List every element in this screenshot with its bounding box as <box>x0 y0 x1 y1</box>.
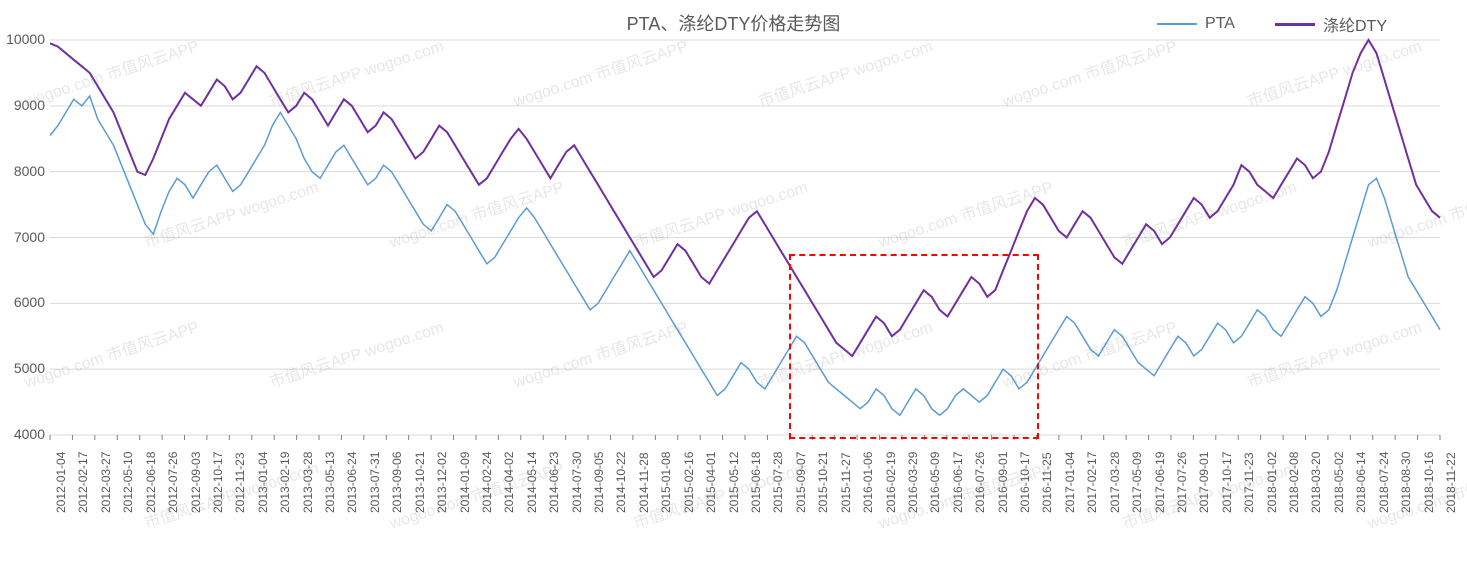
x-tick-label: 2016-02-19 <box>884 452 898 513</box>
x-tick-label: 2014-06-23 <box>547 452 561 513</box>
x-tick-label: 2016-06-17 <box>951 452 965 513</box>
x-tick-label: 2012-07-26 <box>166 452 180 513</box>
x-tick-label: 2014-02-24 <box>480 452 494 513</box>
x-tick-label: 2014-01-09 <box>458 452 472 513</box>
x-tick-label: 2012-01-04 <box>54 452 68 513</box>
x-tick-label: 2015-06-18 <box>749 452 763 513</box>
x-tick-label: 2013-05-13 <box>323 452 337 513</box>
x-tick-label: 2017-02-17 <box>1085 452 1099 513</box>
x-tick-label: 2015-04-01 <box>704 452 718 513</box>
x-tick-label: 2015-07-28 <box>771 452 785 513</box>
chart-container: PTA、涤纶DTY价格走势图 PTA 涤纶DTY 400050006000700… <box>0 0 1467 562</box>
x-tick-label: 2015-05-12 <box>727 452 741 513</box>
x-tick-label: 2018-11-22 <box>1444 453 1458 514</box>
x-tick-label: 2017-11-23 <box>1242 453 1256 514</box>
x-tick-label: 2016-03-29 <box>906 452 920 513</box>
x-tick-label: 2012-09-03 <box>189 452 203 513</box>
x-tick-label: 2013-10-21 <box>413 452 427 513</box>
x-tick-label: 2012-05-10 <box>121 452 135 513</box>
x-tick-label: 2014-10-22 <box>614 452 628 513</box>
x-tick-label: 2016-10-17 <box>1018 452 1032 513</box>
x-tick-label: 2017-03-28 <box>1108 452 1122 513</box>
x-tick-label: 2018-03-20 <box>1309 452 1323 513</box>
x-tick-label: 2015-01-08 <box>659 452 673 513</box>
x-tick-label: 2018-06-14 <box>1354 452 1368 513</box>
x-tick-label: 2014-05-14 <box>525 452 539 513</box>
y-tick-label: 10000 <box>5 31 45 47</box>
x-tick-label: 2018-05-02 <box>1332 452 1346 513</box>
x-tick-label: 2012-02-17 <box>76 452 90 513</box>
x-tick-label: 2013-09-06 <box>390 452 404 513</box>
x-tick-label: 2015-02-16 <box>682 452 696 513</box>
x-tick-label: 2012-10-17 <box>211 452 225 513</box>
x-tick-label: 2016-05-09 <box>928 452 942 513</box>
x-tick-label: 2015-11-27 <box>839 453 853 514</box>
x-tick-label: 2018-01-02 <box>1265 452 1279 513</box>
x-tick-label: 2017-10-17 <box>1220 452 1234 513</box>
x-tick-label: 2015-09-07 <box>794 452 808 513</box>
y-tick-label: 5000 <box>5 360 45 376</box>
x-tick-label: 2013-06-24 <box>345 452 359 513</box>
x-tick-label: 2018-08-30 <box>1399 452 1413 513</box>
x-tick-label: 2015-10-21 <box>816 452 830 513</box>
x-tick-label: 2012-11-23 <box>233 453 247 514</box>
x-tick-label: 2018-10-16 <box>1422 452 1436 513</box>
x-tick-label: 2017-05-09 <box>1130 452 1144 513</box>
x-tick-label: 2012-03-27 <box>99 452 113 513</box>
x-tick-label: 2014-11-28 <box>637 453 651 514</box>
y-tick-label: 6000 <box>5 294 45 310</box>
y-tick-label: 7000 <box>5 229 45 245</box>
x-tick-label: 2013-12-02 <box>435 452 449 513</box>
x-tick-label: 2014-04-02 <box>502 452 516 513</box>
x-tick-label: 2018-02-08 <box>1287 452 1301 513</box>
x-tick-label: 2016-11-25 <box>1040 453 1054 514</box>
series-line <box>50 40 1440 356</box>
y-tick-label: 9000 <box>5 97 45 113</box>
y-tick-label: 8000 <box>5 163 45 179</box>
series-line <box>50 96 1440 415</box>
x-tick-label: 2013-01-04 <box>256 452 270 513</box>
x-tick-label: 2014-07-30 <box>570 452 584 513</box>
x-tick-label: 2014-09-05 <box>592 452 606 513</box>
x-tick-label: 2018-07-24 <box>1377 452 1391 513</box>
y-tick-label: 4000 <box>5 426 45 442</box>
x-tick-label: 2012-06-18 <box>144 452 158 513</box>
x-tick-label: 2013-02-19 <box>278 452 292 513</box>
x-tick-label: 2017-07-26 <box>1175 452 1189 513</box>
x-tick-label: 2016-07-26 <box>973 452 987 513</box>
x-tick-label: 2013-07-31 <box>368 452 382 513</box>
x-tick-label: 2016-09-01 <box>996 452 1010 513</box>
x-tick-label: 2013-03-28 <box>301 452 315 513</box>
x-tick-label: 2016-01-06 <box>861 452 875 513</box>
x-tick-label: 2017-06-19 <box>1153 452 1167 513</box>
x-tick-label: 2017-01-04 <box>1063 452 1077 513</box>
x-tick-label: 2017-09-01 <box>1197 452 1211 513</box>
